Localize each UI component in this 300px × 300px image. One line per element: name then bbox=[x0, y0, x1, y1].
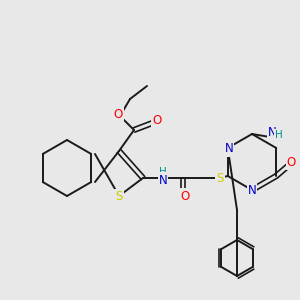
Text: N: N bbox=[268, 125, 276, 139]
Text: N: N bbox=[224, 142, 233, 155]
Text: N: N bbox=[159, 173, 167, 187]
Text: O: O bbox=[180, 190, 190, 202]
Text: H: H bbox=[159, 167, 167, 177]
Text: O: O bbox=[152, 115, 162, 128]
Text: O: O bbox=[113, 109, 123, 122]
Text: O: O bbox=[286, 155, 296, 169]
Text: N: N bbox=[248, 184, 256, 196]
Text: S: S bbox=[115, 190, 123, 203]
Text: S: S bbox=[216, 172, 224, 185]
Text: H: H bbox=[275, 130, 283, 140]
